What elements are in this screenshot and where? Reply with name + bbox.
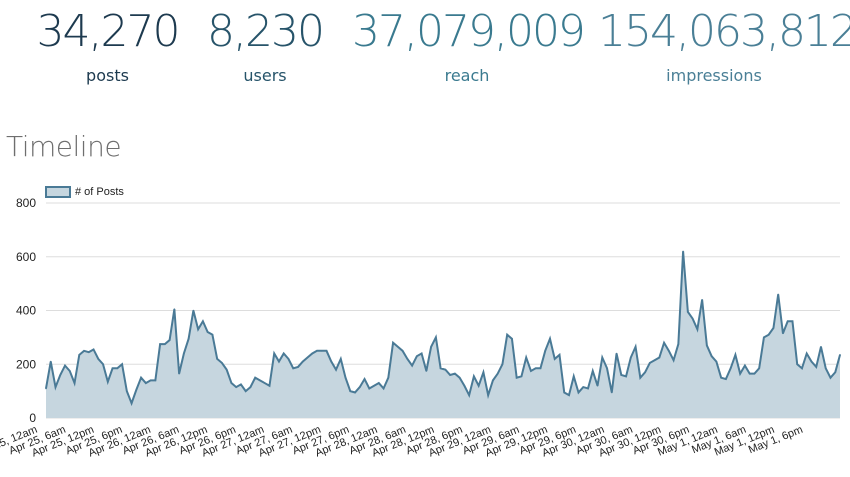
stat-impressions-value: 154,063,812 [598, 6, 850, 57]
legend-label: # of Posts [75, 186, 124, 198]
posts-line [45, 251, 841, 407]
stat-posts-value: 34,270 [36, 6, 181, 57]
chart-legend[interactable]: # of Posts [45, 186, 124, 198]
y-tick-label: 400 [16, 304, 36, 318]
stat-reach-value: 37,079,009 [352, 6, 586, 57]
stat-posts-label: posts [86, 66, 129, 85]
legend-swatch [45, 186, 71, 198]
stat-impressions-label: impressions [666, 66, 762, 85]
stat-users: 8,230 users [190, 2, 340, 86]
y-tick-label: 0 [29, 411, 36, 425]
stat-posts: 34,270 posts [20, 2, 195, 86]
y-tick-label: 800 [16, 196, 36, 210]
y-tick-label: 600 [16, 250, 36, 264]
y-tick-label: 200 [16, 357, 36, 371]
stat-users-value: 8,230 [207, 6, 325, 57]
stats-bar: 34,270 posts 8,230 users 37,079,009 reac… [0, 0, 850, 100]
stat-users-label: users [243, 66, 287, 85]
posts-area [46, 251, 840, 418]
stat-reach-label: reach [444, 66, 490, 85]
stat-reach: 37,079,009 reach [352, 2, 586, 86]
timeline-title: Timeline [6, 130, 122, 163]
timeline-chart: 0 200 400 600 800 # of Posts Apr 25, 12amApr… [0, 186, 841, 460]
y-axis: 0 200 400 600 800 [16, 196, 36, 425]
stat-impressions: 154,063,812 impressions [598, 2, 850, 86]
